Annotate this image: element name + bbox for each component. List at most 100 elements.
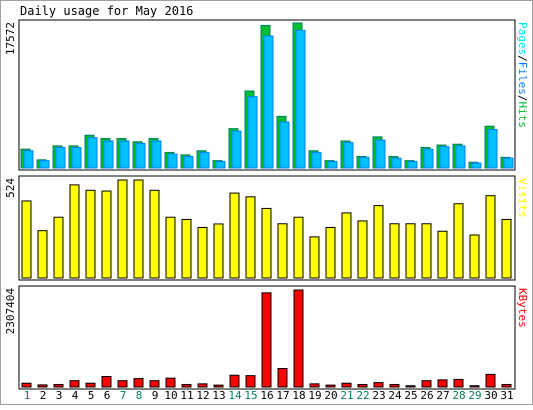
visits-bar	[149, 189, 160, 279]
files-bar	[263, 35, 274, 169]
day-label: 17	[276, 389, 289, 402]
day-label: 19	[308, 389, 321, 402]
day-label: 26	[420, 389, 433, 402]
day-label: 3	[56, 389, 63, 402]
files-bar	[23, 150, 34, 169]
visits-bar	[37, 230, 48, 279]
files-bar	[55, 147, 66, 169]
day-label: 18	[292, 389, 305, 402]
legend-part: Hits	[516, 102, 529, 129]
files-bar	[279, 121, 290, 169]
day-label: 20	[324, 389, 337, 402]
kbytes-bar	[357, 383, 368, 388]
day-label: 10	[164, 389, 177, 402]
files-bar	[471, 162, 482, 169]
day-label: 9	[152, 389, 159, 402]
day-label: 12	[196, 389, 209, 402]
visits-bar	[501, 218, 512, 279]
y-max-label: 2307404	[4, 288, 17, 335]
day-label: 8	[136, 389, 143, 402]
kbytes-bar	[21, 382, 32, 388]
day-label: 23	[372, 389, 385, 402]
legend-part: Files	[516, 62, 529, 95]
kbytes-bar	[261, 292, 272, 388]
files-bar	[391, 157, 402, 169]
visits-bar	[309, 236, 320, 279]
day-label: 15	[244, 389, 257, 402]
kbytes-bar	[69, 380, 80, 388]
kbytes-panel: 2307404 KBytes	[4, 285, 529, 390]
day-label: 27	[436, 389, 449, 402]
files-bar	[199, 151, 210, 169]
visits-bar	[277, 223, 288, 279]
files-bar	[231, 130, 242, 169]
day-label: 25	[404, 389, 417, 402]
panel-frame	[18, 175, 516, 281]
panel-frame	[18, 19, 516, 171]
day-label: 21	[340, 389, 353, 402]
legend-part: /	[516, 55, 529, 62]
files-bar	[311, 151, 322, 169]
kbytes-bar	[389, 383, 400, 388]
files-bar	[359, 156, 370, 169]
series-legend-label: KBytes	[516, 288, 529, 328]
visits-bar	[485, 195, 496, 279]
kbytes-bar	[37, 384, 48, 388]
visits-bar	[437, 230, 448, 279]
files-bar	[343, 142, 354, 169]
kbytes-bar	[421, 380, 432, 388]
files-bar	[87, 137, 98, 169]
visits-bar	[85, 189, 96, 279]
kbytes-bar	[117, 380, 128, 388]
y-max-label: 524	[4, 178, 17, 198]
day-label: 29	[468, 389, 481, 402]
visits-bar	[101, 190, 112, 279]
day-label: 14	[228, 389, 242, 402]
visits-bar	[21, 200, 32, 279]
visits-bar	[181, 218, 192, 279]
files-bar	[423, 148, 434, 169]
kbytes-bar	[485, 373, 496, 388]
files-bar	[455, 145, 466, 169]
day-label: 6	[104, 389, 111, 402]
files-bar	[103, 140, 114, 169]
visits-panel: 524 Visits	[4, 175, 529, 281]
kbytes-bar	[149, 380, 160, 388]
day-label: 22	[356, 389, 369, 402]
y-max-label: 17572	[4, 22, 17, 55]
visits-bar	[405, 223, 416, 279]
visits-bar	[197, 227, 208, 279]
kbytes-bar	[341, 382, 352, 388]
visits-bar	[229, 192, 240, 279]
kbytes-bar	[197, 383, 208, 388]
series-legend-label: Visits	[516, 178, 529, 218]
files-bar	[71, 147, 82, 169]
files-bar	[183, 156, 194, 169]
visits-bar	[213, 223, 224, 279]
kbytes-bar	[373, 382, 384, 388]
files-bar	[215, 160, 226, 169]
visits-bar	[53, 216, 64, 279]
visits-bar	[469, 234, 480, 279]
chart-title: Daily usage for May 2016	[20, 4, 193, 18]
files-bar	[407, 160, 418, 169]
day-label: 4	[72, 389, 79, 402]
visits-bar	[293, 216, 304, 279]
visits-bar	[325, 227, 336, 279]
files-bar	[167, 153, 178, 169]
files-bar	[247, 96, 258, 169]
visits-bar	[453, 203, 464, 279]
panel-frame	[18, 285, 516, 390]
hits-files-panel: 17572 Pages/Files/Hits	[4, 19, 529, 171]
files-bar	[375, 139, 386, 169]
visits-bar	[245, 196, 256, 279]
day-label: 16	[260, 389, 273, 402]
visits-bar	[357, 220, 368, 279]
legend-part: Pages	[516, 22, 529, 55]
kbytes-bar	[101, 375, 112, 388]
day-label: 24	[388, 389, 402, 402]
series-legend-label: Pages/Files/Hits	[516, 22, 529, 128]
kbytes-bar	[229, 374, 240, 388]
visits-bar	[117, 179, 128, 279]
